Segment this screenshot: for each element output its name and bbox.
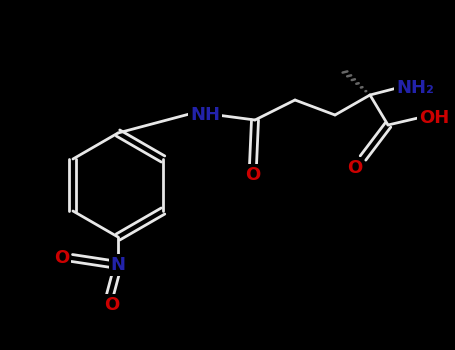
Text: NH: NH <box>190 106 220 124</box>
Text: N: N <box>111 256 126 274</box>
Text: NH₂: NH₂ <box>396 79 434 97</box>
Text: OH: OH <box>419 109 449 127</box>
Text: O: O <box>347 159 363 177</box>
Text: O: O <box>245 166 261 184</box>
Text: O: O <box>55 249 70 267</box>
Text: O: O <box>104 296 120 314</box>
